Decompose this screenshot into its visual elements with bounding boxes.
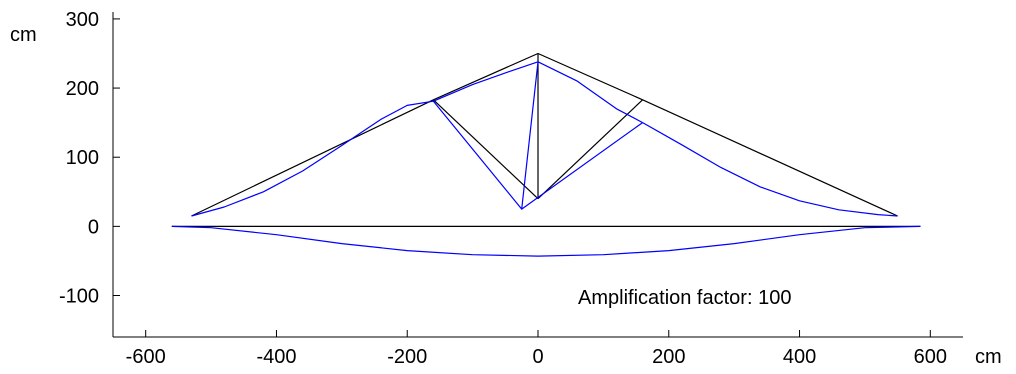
deformed-bottom-chord-line — [171, 225, 921, 257]
y-tick-label: 0 — [88, 216, 99, 238]
undeformed-web-left-line — [432, 99, 539, 200]
y-tick-label: -100 — [59, 286, 99, 308]
axes: -600 -400 -200 0 200 400 600 -100 0 100 200 300 — [59, 9, 963, 368]
deformed-web-right-line — [521, 122, 643, 210]
x-tick-label: 600 — [914, 346, 947, 368]
x-tick-label: -200 — [387, 346, 427, 368]
y-tick-label: 100 — [66, 147, 99, 169]
undeformed-web-right-line — [537, 99, 644, 200]
x-tick-label: 200 — [652, 346, 685, 368]
x-tick-label: -400 — [256, 346, 296, 368]
y-tick-label: 200 — [66, 78, 99, 100]
x-tick-label: -600 — [126, 346, 166, 368]
amplification-factor-label: Amplification factor: 100 — [578, 287, 791, 309]
x-axis-label: cm — [975, 346, 1002, 368]
deformed-web-left-line — [432, 61, 539, 210]
x-ticks: -600 -400 -200 0 200 400 600 — [126, 330, 947, 368]
y-ticks: -100 0 100 200 300 — [59, 9, 120, 308]
y-axis-label: cm — [10, 24, 37, 46]
x-tick-label: 0 — [532, 346, 543, 368]
x-tick-label: 400 — [783, 346, 816, 368]
undeformed-top-chord-line — [191, 52, 898, 217]
y-tick-label: 300 — [66, 9, 99, 31]
series-layer — [171, 52, 921, 257]
